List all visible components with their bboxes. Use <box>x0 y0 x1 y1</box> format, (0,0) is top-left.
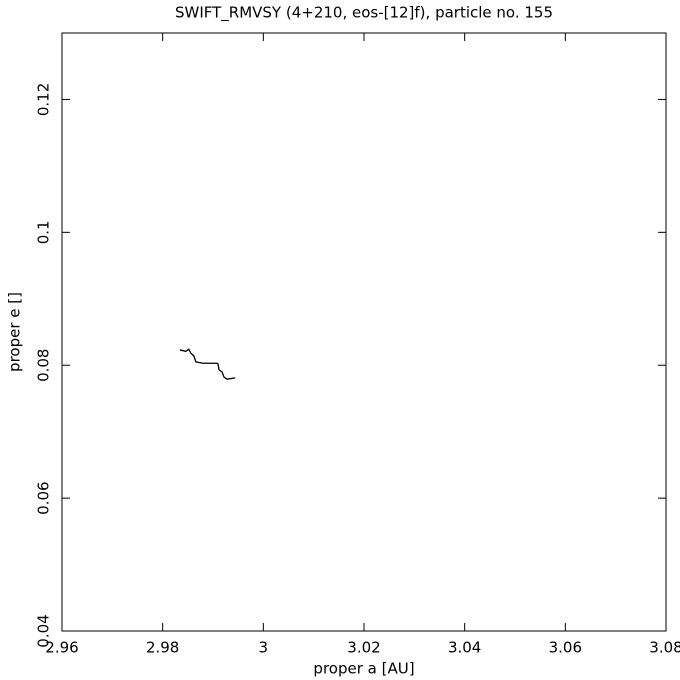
x-tick-label: 3.02 <box>347 639 380 657</box>
x-tick-label: 3.04 <box>448 639 481 657</box>
y-axis-label: proper e [] <box>6 292 24 372</box>
chart-title: SWIFT_RMVSY (4+210, eos-[12]f), particle… <box>175 4 553 23</box>
x-tick-label: 2.96 <box>45 639 78 657</box>
y-tick-label: 0.06 <box>35 481 53 514</box>
y-tick-label: 0.1 <box>35 220 53 244</box>
x-tick-label: 3 <box>259 639 269 657</box>
x-tick-label: 2.98 <box>146 639 179 657</box>
x-axis-label: proper a [AU] <box>313 660 414 678</box>
x-tick-label: 3.08 <box>649 639 680 657</box>
y-tick-label: 0.12 <box>35 83 53 116</box>
data-line <box>179 348 236 380</box>
y-tick-label: 0.08 <box>35 349 53 382</box>
x-tick-label: 3.06 <box>549 639 582 657</box>
y-tick-label: 0.04 <box>35 614 53 647</box>
